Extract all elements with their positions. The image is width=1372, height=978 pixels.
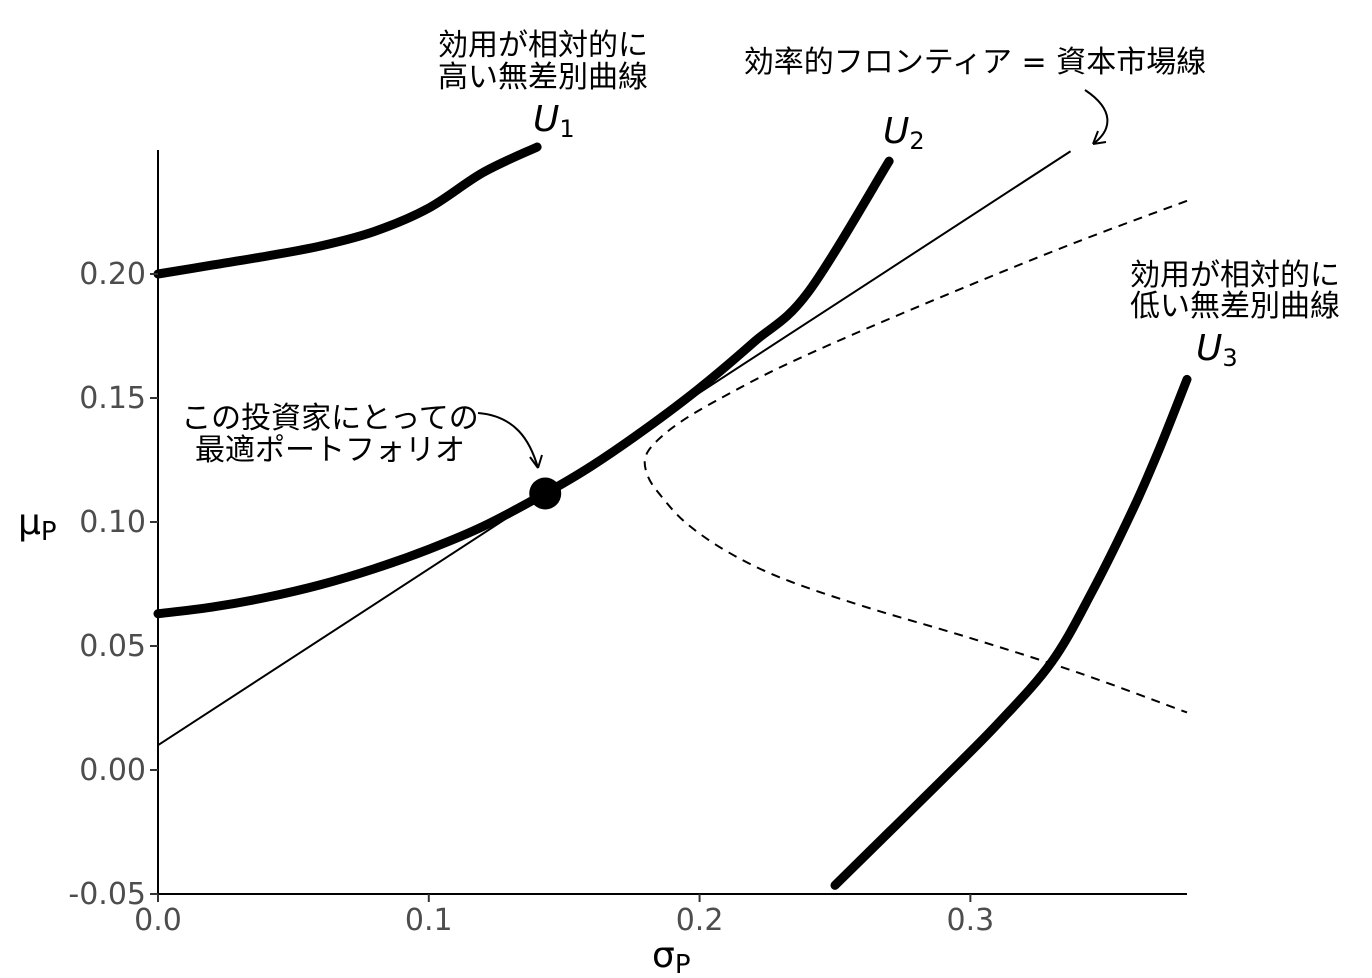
u1-annotation-line2: 高い無差別曲線 (438, 60, 648, 95)
y-tick-label: 0.05 (79, 629, 146, 664)
optimal-annotation-line2: 最適ポートフォリオ (195, 433, 465, 468)
u1-annotation-line1: 効用が相対的に (438, 28, 648, 63)
x-tick-label: 0.1 (405, 903, 453, 938)
indifference-curve-u3 (830, 374, 1192, 890)
x-tick-label: 0.2 (676, 903, 724, 938)
curve-label-u1: U1 (533, 99, 575, 143)
optimal-annotation-line1: この投資家にとっての (181, 401, 479, 436)
curve-label-u3: U3 (1196, 328, 1238, 372)
cml-annotation: 効率的フロンティア = 資本市場線 (744, 45, 1206, 80)
x-tick-label: 0.3 (947, 903, 995, 938)
y-axis-title: μP (18, 502, 57, 547)
u3-annotation-line2: 低い無差別曲線 (1130, 289, 1340, 324)
y-tick-label: 0.20 (79, 257, 146, 292)
y-tick-label: -0.05 (68, 877, 146, 912)
efficient-frontier-dashed (643, 199, 1188, 714)
x-axis-title: σP (652, 935, 691, 978)
y-tick-label: 0.00 (79, 753, 146, 788)
y-tick-label: 0.15 (79, 381, 146, 416)
optimal-arrow (477, 412, 543, 469)
x-tick-label: 0.0 (134, 903, 182, 938)
plot-lines (153, 142, 1192, 890)
y-ticks: -0.05 0.00 0.05 0.10 0.15 0.20 (68, 257, 158, 912)
optimal-portfolio-point (529, 477, 562, 510)
curve-label-u2: U2 (883, 111, 925, 155)
u3-annotation-line1: 効用が相対的に (1130, 258, 1340, 293)
indifference-curve-u2 (153, 156, 894, 619)
indifference-curve-u1 (153, 142, 542, 279)
x-ticks: 0.0 0.1 0.2 0.3 (134, 894, 994, 938)
capital-market-line (157, 150, 1072, 747)
y-tick-label: 0.10 (79, 505, 146, 540)
cml-arrow (1084, 89, 1109, 145)
